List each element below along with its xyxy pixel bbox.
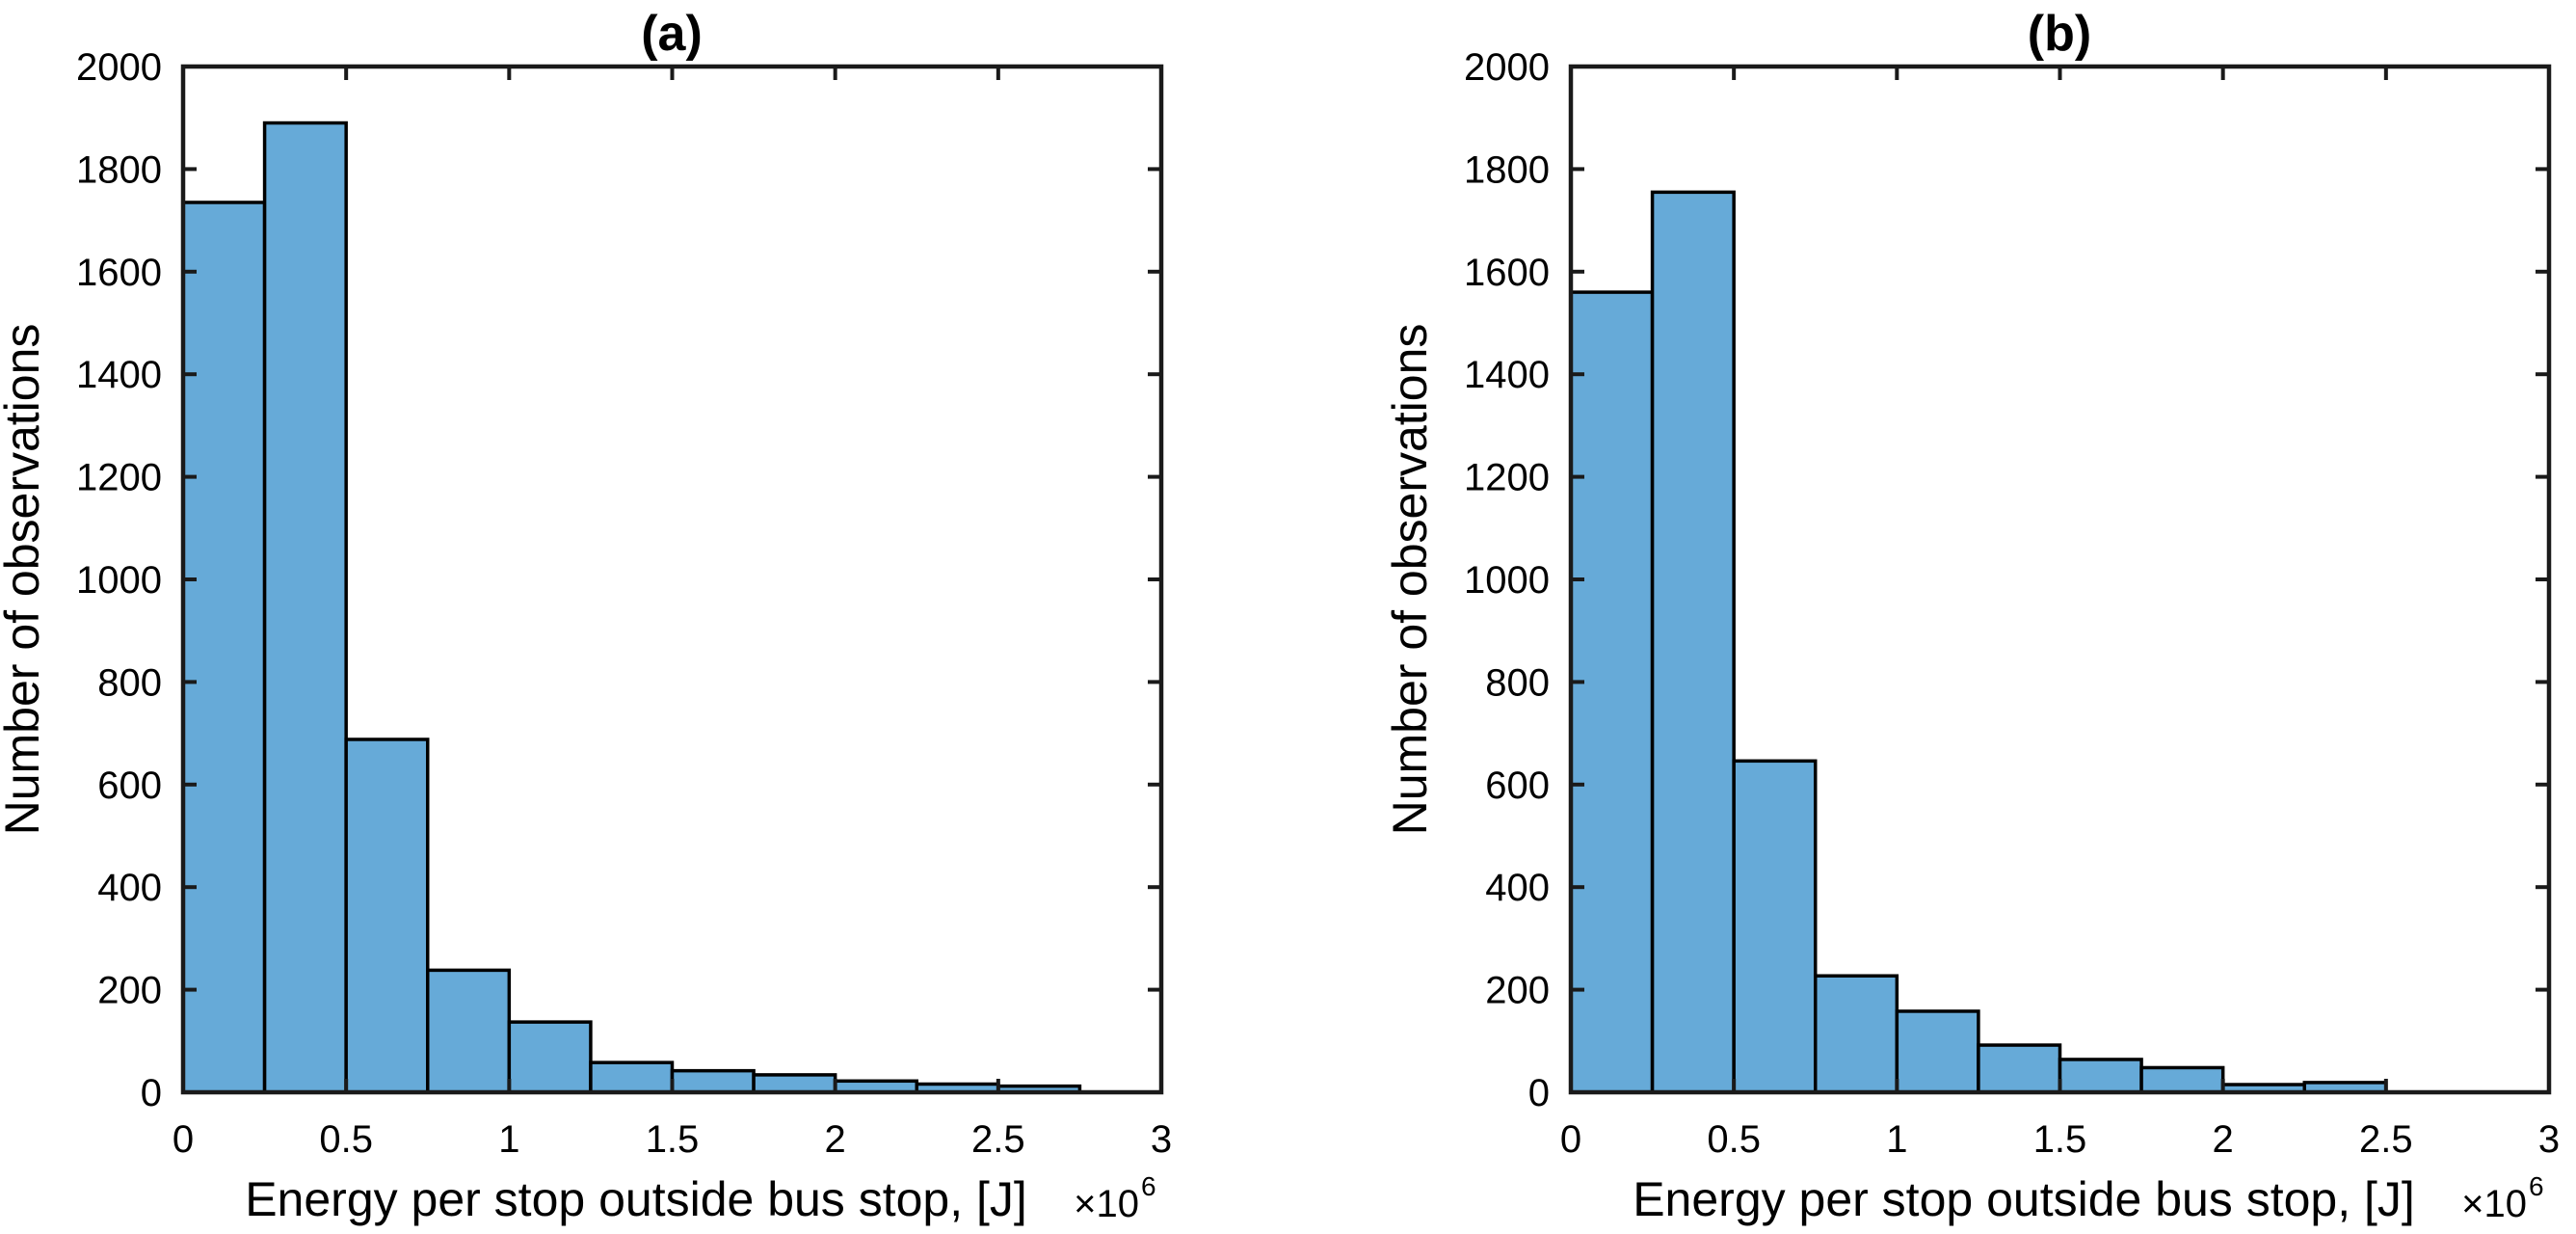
x-tick-label: 0.5	[1707, 1118, 1761, 1161]
histogram-bar	[262, 121, 348, 1094]
histogram-bar	[344, 738, 430, 1094]
histogram-bar	[181, 201, 267, 1094]
y-tick-label: 400	[97, 867, 162, 909]
histogram-bar	[2139, 1065, 2225, 1094]
histogram-bar	[1650, 190, 1736, 1094]
y-tick-label: 1600	[76, 252, 162, 294]
y-tick-label: 1600	[1464, 252, 1550, 294]
panel-title-a: (a)	[641, 6, 703, 62]
plot-area-b: 0 0.5 1 1.5 2 2.5 3 0 200 400 600 800 1000 1200 1400 16…	[1464, 46, 2560, 1161]
y-tick-label: 2000	[1464, 46, 1550, 89]
histogram-bar	[1814, 974, 1899, 1094]
x-tick-label: 0.5	[319, 1118, 373, 1161]
y-tick-label: 0	[141, 1072, 162, 1114]
y-tick-label: 600	[97, 765, 162, 807]
x-tick-label: 3	[2538, 1118, 2560, 1161]
histogram-bar	[752, 1073, 837, 1094]
x-axis-label-b: Energy per stop outside bus stop, [J]	[1633, 1172, 2415, 1226]
x-tick-label: 1.5	[2033, 1118, 2087, 1161]
y-tick-label: 1000	[76, 559, 162, 602]
x-tick-label: 2.5	[971, 1118, 1025, 1161]
y-tick-label: 200	[97, 970, 162, 1012]
x-axis-exponent-power-a: 6	[1141, 1171, 1156, 1201]
x-tick-label: 2	[2213, 1118, 2234, 1161]
y-tick-label: 1200	[1464, 457, 1550, 499]
x-tick-label: 2	[825, 1118, 846, 1161]
y-tick-label: 600	[1485, 765, 1550, 807]
histogram-bar	[1895, 1009, 1980, 1094]
y-tick-label: 1400	[76, 354, 162, 396]
y-axis-label-a: Number of observations	[0, 324, 49, 836]
histogram-bar	[1977, 1043, 2062, 1094]
x-tick-label: 2.5	[2359, 1118, 2413, 1161]
x-tick-label: 0	[173, 1118, 194, 1161]
y-tick-label: 2000	[76, 46, 162, 89]
y-tick-label: 800	[1485, 661, 1550, 704]
y-tick-label: 800	[97, 661, 162, 704]
histogram-panel-a: 0 0.5 1 1.5 2 2.5 3 0 200 400 600 800 1000 1200 1400 16…	[0, 6, 1172, 1226]
histogram-bar	[670, 1068, 756, 1094]
histogram-bar	[1569, 290, 1655, 1094]
y-axis-label-b: Number of observations	[1388, 324, 1437, 836]
histogram-bar	[507, 1020, 593, 1094]
x-axis-exponent-b: ×10	[2461, 1183, 2527, 1225]
histogram-bar	[589, 1060, 675, 1094]
x-axis-exponent-a: ×10	[1074, 1183, 1139, 1225]
x-tick-label: 3	[1151, 1118, 1172, 1161]
y-tick-label: 1200	[76, 457, 162, 499]
histogram-panel-b: 0 0.5 1 1.5 2 2.5 3 0 200 400 600 800 1000 1200 1400 16…	[1388, 6, 2560, 1226]
x-axis-exponent-power-b: 6	[2529, 1171, 2544, 1201]
x-axis-label-a: Energy per stop outside bus stop, [J]	[245, 1172, 1027, 1226]
y-tick-label: 200	[1485, 970, 1550, 1012]
histogram-bar	[426, 968, 512, 1094]
y-tick-label: 1800	[1464, 148, 1550, 191]
y-tick-label: 0	[1528, 1072, 1550, 1114]
histogram-bar	[2058, 1058, 2143, 1094]
plot-area-a: 0 0.5 1 1.5 2 2.5 3 0 200 400 600 800 1000 1200 1400 16…	[76, 46, 1172, 1161]
histogram-bar	[1732, 759, 1818, 1094]
y-tick-label: 400	[1485, 867, 1550, 909]
x-tick-label: 1	[1886, 1118, 1907, 1161]
y-tick-label: 1400	[1464, 354, 1550, 396]
panel-title-b: (b)	[2028, 6, 2091, 62]
x-tick-label: 1.5	[646, 1118, 700, 1161]
y-tick-label: 1000	[1464, 559, 1550, 602]
x-tick-label: 0	[1560, 1118, 1581, 1161]
y-tick-label: 1800	[76, 148, 162, 191]
x-tick-label: 1	[498, 1118, 519, 1161]
